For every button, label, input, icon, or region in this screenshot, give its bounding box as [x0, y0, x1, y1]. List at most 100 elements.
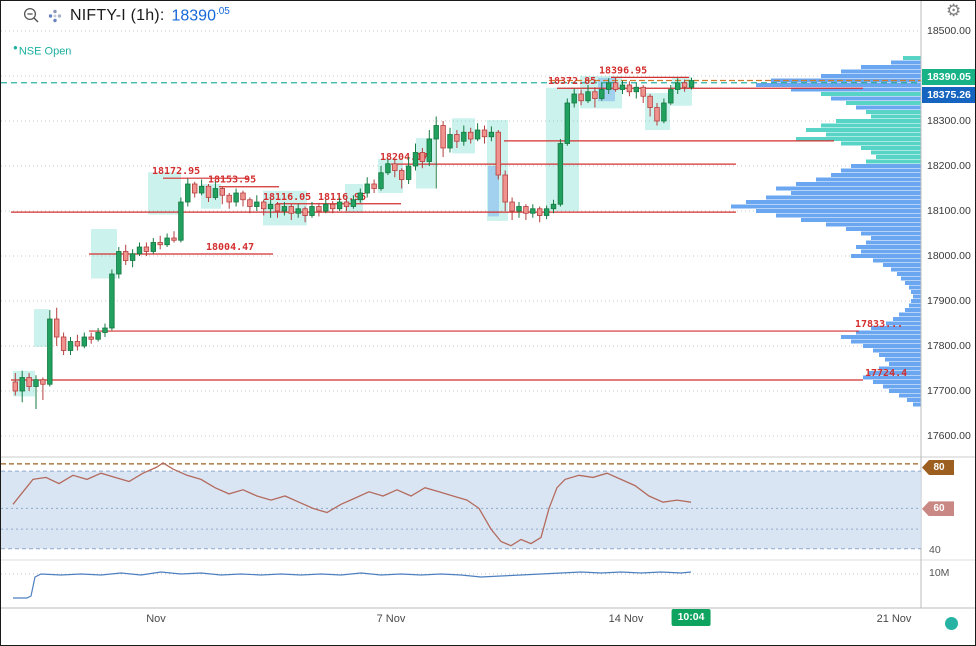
candle-body — [81, 336, 87, 347]
volume-profile-bar — [846, 227, 921, 231]
candle-body — [412, 152, 419, 167]
volume-profile-bar — [869, 371, 921, 375]
time-tick-label: 14 Nov — [608, 613, 644, 625]
volume-profile-bar — [893, 317, 921, 321]
price-level-label: 17833... — [855, 319, 903, 330]
price-level-label: 18172.95 — [152, 166, 200, 177]
volume-profile-bar — [836, 119, 921, 123]
volume-profile-bar — [776, 186, 921, 191]
candle-body — [329, 203, 336, 210]
candle-body — [405, 165, 412, 180]
candle-body — [530, 208, 536, 214]
indicator-zone — [34, 309, 49, 347]
volume-profile-bar — [841, 141, 921, 146]
volume-profile-bar — [889, 389, 921, 393]
candle-body — [357, 192, 363, 201]
candle-body — [171, 237, 177, 241]
candle-body — [40, 379, 46, 385]
candle-body — [688, 80, 695, 88]
candle-body — [647, 95, 653, 108]
candle-body — [626, 84, 633, 93]
symbol-dots-icon[interactable] — [47, 8, 63, 24]
candle-body — [60, 336, 67, 351]
candle-body — [19, 377, 25, 392]
settings-gear-icon[interactable]: ⚙ — [946, 1, 962, 20]
zoom-out-icon[interactable] — [23, 7, 40, 24]
volume-profile-bar — [826, 132, 921, 137]
candle-body — [502, 174, 508, 203]
candle-body — [343, 201, 350, 207]
indicator-zone — [345, 184, 363, 213]
volume-profile-bar — [883, 263, 921, 267]
candle-body — [12, 381, 18, 392]
volume-profile-bar — [846, 101, 921, 105]
volume-profile-bar — [866, 240, 921, 245]
volume-profile-bar — [756, 83, 921, 87]
volume-profile-bar — [821, 92, 921, 96]
volume-profile-bar — [851, 254, 921, 258]
price-tick-label: 17900.00 — [927, 295, 971, 307]
candle-body — [378, 172, 384, 189]
volume-profile-bar — [911, 290, 921, 294]
price-level-label: 18396.95 — [599, 65, 647, 76]
candle-body — [426, 138, 432, 162]
volume-profile-bar — [885, 357, 921, 362]
candle-body — [467, 131, 474, 140]
candle-body — [447, 134, 453, 149]
candle-body — [267, 203, 274, 210]
volume-profile-bar — [866, 110, 921, 114]
volume-profile-bar — [903, 56, 921, 60]
candle-body — [157, 242, 163, 246]
volume-profile-bar — [913, 294, 921, 299]
chart-header: NIFTY-I (1h): 18390.05 — [23, 6, 230, 25]
candle-body — [240, 192, 246, 201]
volume-profile-bar — [886, 321, 921, 326]
candle-body — [606, 82, 612, 90]
volume-profile-bar — [909, 285, 921, 290]
candle-body — [88, 336, 94, 340]
volume-profile-bar — [879, 366, 921, 371]
volume-profile-bar — [863, 344, 921, 348]
candle-body — [585, 91, 591, 102]
candle-body — [564, 102, 570, 144]
candle-body — [309, 206, 315, 216]
candle-body — [212, 188, 219, 198]
candle-body — [419, 152, 426, 162]
candle-body — [54, 318, 60, 338]
candle-body — [95, 332, 101, 340]
candle-body — [323, 203, 329, 212]
symbol-title: NIFTY-I (1h): — [70, 6, 165, 24]
rsi-lower-label: 40 — [929, 543, 941, 556]
volume-profile-bar — [856, 245, 921, 249]
volume-profile-bar — [913, 402, 921, 407]
volume-profile-bar — [883, 384, 921, 389]
price-level-label: 18153.95 — [208, 175, 256, 186]
candle-body — [47, 318, 53, 385]
candle-body — [440, 125, 446, 149]
candle-body — [495, 131, 501, 176]
volume-profile-bar — [791, 191, 921, 195]
candle-body — [185, 183, 191, 203]
candle-body — [592, 91, 598, 99]
candle-body — [219, 188, 225, 196]
volume-profile-bar — [801, 218, 921, 222]
candle-body — [260, 201, 267, 210]
volume-profile-bar — [821, 74, 921, 78]
candle-body — [681, 82, 688, 88]
volume-profile-bar — [791, 87, 921, 92]
volume-profile-bar — [841, 69, 921, 74]
candle-body — [288, 206, 294, 214]
volume-profile-bar — [756, 209, 921, 213]
candle-body — [123, 251, 129, 261]
candle-body — [612, 82, 619, 90]
volume-profile-bar — [907, 398, 921, 402]
volume-profile-bar — [856, 105, 921, 110]
candle-body — [675, 82, 681, 90]
rsi-band — [1, 471, 921, 549]
candle-body — [67, 341, 74, 351]
candle-body — [178, 201, 184, 241]
volume-profile-bar — [909, 303, 921, 308]
volume-profile-bar — [871, 114, 921, 119]
price-tick-label: 18000.00 — [927, 250, 971, 262]
